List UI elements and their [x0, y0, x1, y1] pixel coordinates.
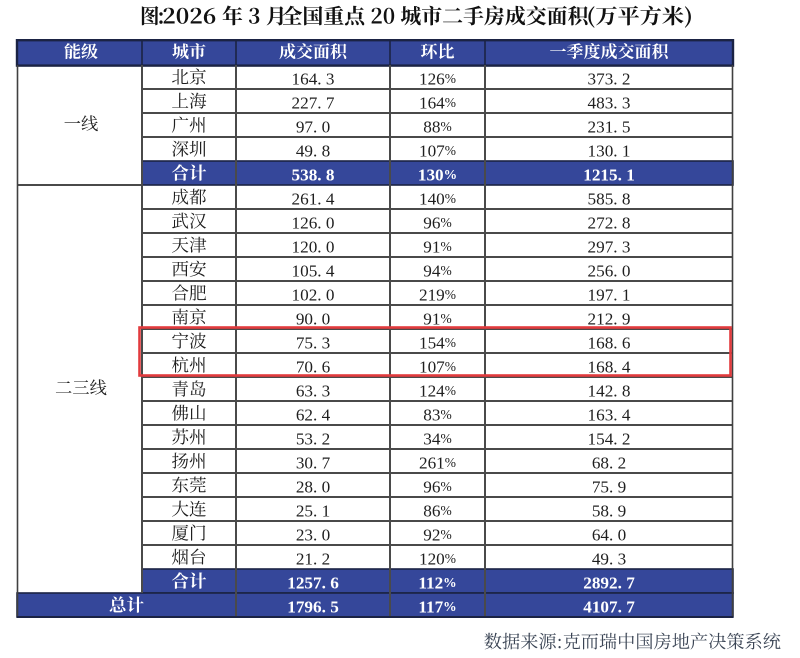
svg-text:126%: 126%: [419, 69, 456, 88]
svg-text:28. 0: 28. 0: [296, 477, 330, 496]
svg-text:142. 8: 142. 8: [588, 381, 631, 400]
svg-text:49. 8: 49. 8: [296, 141, 330, 160]
svg-text:261%: 261%: [419, 453, 456, 472]
svg-text:90. 0: 90. 0: [296, 309, 330, 328]
svg-text:86%: 86%: [423, 501, 451, 520]
svg-text:197. 1: 197. 1: [588, 285, 631, 304]
svg-text:168. 6: 168. 6: [588, 333, 631, 352]
svg-text:91%: 91%: [423, 237, 451, 256]
svg-text:23. 0: 23. 0: [296, 525, 330, 544]
svg-text:256. 0: 256. 0: [588, 261, 631, 280]
svg-text:1257. 6: 1257. 6: [287, 573, 339, 592]
svg-text:1796. 5: 1796. 5: [287, 597, 339, 616]
svg-text:168. 4: 168. 4: [588, 357, 631, 376]
svg-text:112%: 112%: [418, 573, 456, 592]
svg-text:585. 8: 585. 8: [588, 189, 631, 208]
svg-text:21. 2: 21. 2: [296, 549, 330, 568]
svg-text:70. 6: 70. 6: [296, 357, 331, 376]
svg-text:91%: 91%: [423, 309, 451, 328]
svg-text:105. 4: 105. 4: [292, 261, 335, 280]
svg-text:102. 0: 102. 0: [292, 285, 335, 304]
svg-text:538. 8: 538. 8: [292, 165, 335, 184]
svg-text:212. 9: 212. 9: [588, 309, 631, 328]
svg-text:120%: 120%: [419, 549, 456, 568]
svg-text:88%: 88%: [423, 117, 451, 136]
svg-text:227. 7: 227. 7: [292, 93, 335, 112]
svg-text:94%: 94%: [423, 261, 451, 280]
svg-text:297. 3: 297. 3: [588, 237, 631, 256]
svg-text:92%: 92%: [423, 525, 451, 544]
svg-text:483. 3: 483. 3: [588, 93, 631, 112]
svg-text:63. 3: 63. 3: [296, 381, 330, 400]
svg-text:130%: 130%: [418, 165, 457, 184]
svg-text:75. 3: 75. 3: [296, 333, 330, 352]
svg-text:2892. 7: 2892. 7: [583, 573, 635, 592]
svg-text:126. 0: 126. 0: [292, 213, 335, 232]
svg-text:64. 0: 64. 0: [592, 525, 626, 544]
svg-text:4107. 7: 4107. 7: [583, 597, 635, 616]
svg-text:34%: 34%: [423, 429, 451, 448]
svg-text:164. 3: 164. 3: [292, 69, 335, 88]
svg-text:25. 1: 25. 1: [296, 501, 330, 520]
svg-text:130. 1: 130. 1: [588, 141, 631, 160]
svg-text:117%: 117%: [418, 597, 456, 616]
svg-text:83%: 83%: [423, 405, 451, 424]
svg-text:219%: 219%: [419, 285, 456, 304]
svg-text:124%: 124%: [419, 381, 456, 400]
svg-text:68. 2: 68. 2: [592, 453, 626, 472]
svg-text:96%: 96%: [423, 477, 451, 496]
svg-text:154. 2: 154. 2: [588, 429, 631, 448]
svg-text:1215. 1: 1215. 1: [583, 165, 635, 184]
svg-text:272. 8: 272. 8: [588, 213, 631, 232]
svg-text:97. 0: 97. 0: [296, 117, 330, 136]
svg-text:107%: 107%: [419, 357, 456, 376]
svg-text:373. 2: 373. 2: [588, 69, 631, 88]
svg-text:231. 5: 231. 5: [588, 117, 631, 136]
svg-text:96%: 96%: [423, 213, 451, 232]
svg-text:49. 3: 49. 3: [592, 549, 626, 568]
svg-text:30. 7: 30. 7: [296, 453, 331, 472]
svg-text:261. 4: 261. 4: [292, 189, 335, 208]
svg-text:154%: 154%: [419, 333, 456, 352]
svg-text:163. 4: 163. 4: [588, 405, 631, 424]
svg-text:107%: 107%: [419, 141, 456, 160]
svg-text:120. 0: 120. 0: [292, 237, 335, 256]
svg-text:140%: 140%: [419, 189, 456, 208]
svg-text:58. 9: 58. 9: [592, 501, 626, 520]
svg-text:53. 2: 53. 2: [296, 429, 330, 448]
svg-text:75. 9: 75. 9: [592, 477, 626, 496]
svg-text:62. 4: 62. 4: [296, 405, 331, 424]
svg-text:164%: 164%: [419, 93, 456, 112]
